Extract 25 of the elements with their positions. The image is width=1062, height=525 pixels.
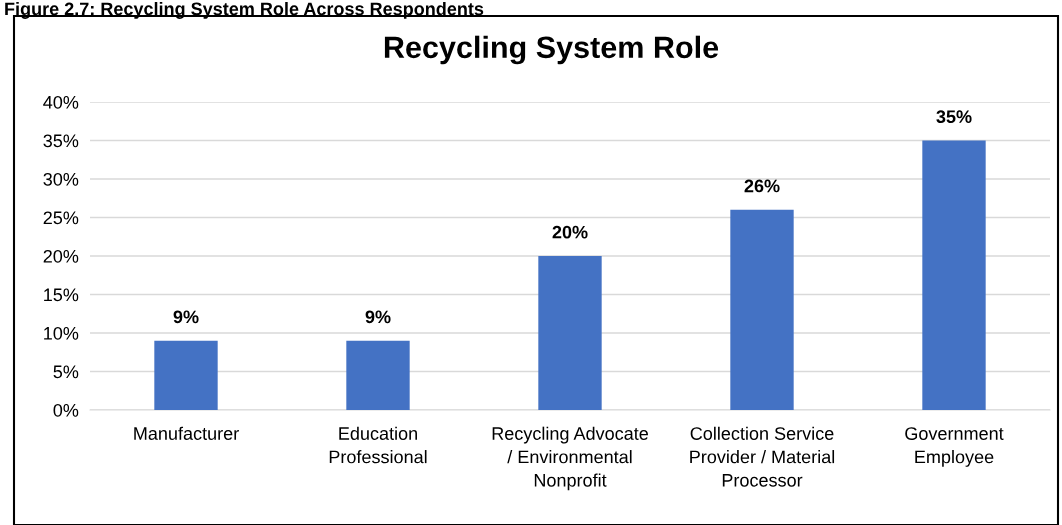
y-tick-label: 30%	[43, 172, 79, 186]
y-tick-label: 35%	[43, 134, 79, 148]
data-label: 9%	[173, 310, 199, 324]
x-tick-label: Collection Service Provider / Material Processor	[690, 426, 835, 487]
y-tick-label: 10%	[44, 326, 79, 340]
bar	[538, 256, 602, 410]
y-tick-label: 25%	[43, 211, 79, 225]
y-tick-label: 20%	[43, 249, 79, 263]
x-tick-label: Recycling Advocate / Environmental Nonprofit	[492, 426, 648, 491]
y-tick-label: 5%	[53, 365, 79, 379]
chart-title: Recycling System Role	[384, 35, 719, 65]
bar	[922, 140, 986, 410]
y-tick-label: 0%	[53, 403, 79, 417]
bar	[346, 340, 410, 410]
bar	[154, 340, 218, 410]
data-label: 20%	[552, 225, 588, 239]
data-label: 35%	[936, 110, 972, 124]
data-label: 26%	[744, 179, 780, 193]
data-label: 9%	[365, 310, 391, 324]
x-tick-label: Manufacturer	[134, 426, 239, 440]
x-tick-label: Government Employee	[905, 427, 1004, 467]
y-tick-label: 15%	[44, 288, 79, 302]
x-tick-label: Education Professional	[329, 426, 427, 464]
y-tick-label: 40%	[43, 95, 79, 109]
bar	[730, 209, 794, 410]
